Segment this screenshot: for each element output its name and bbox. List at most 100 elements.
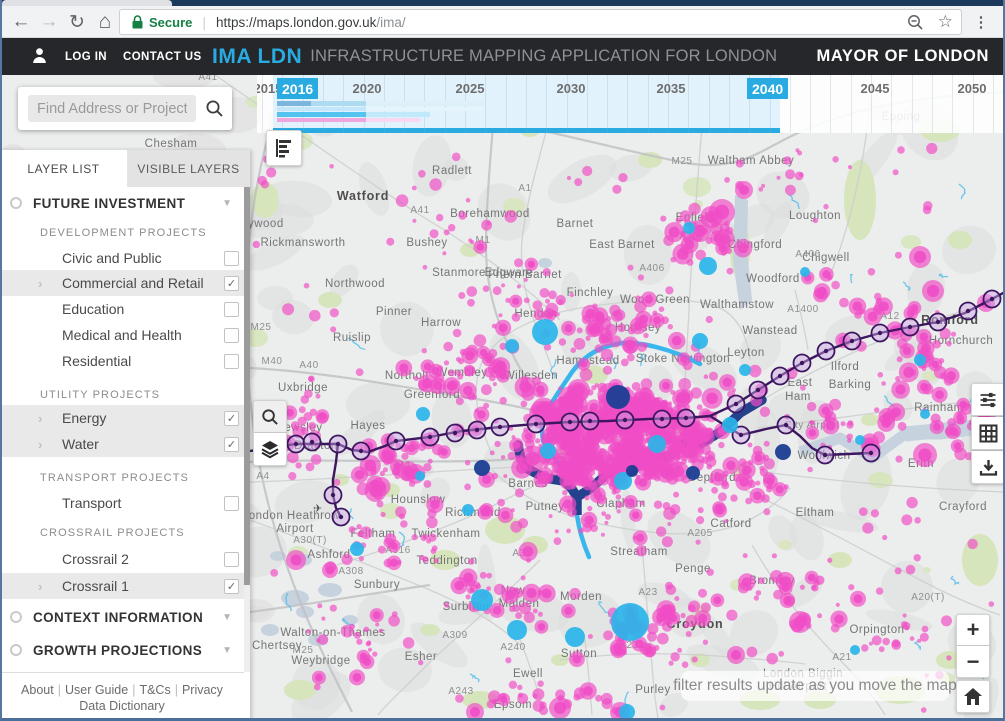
window-titlebar: [0, 0, 1005, 6]
radio-icon[interactable]: [10, 197, 22, 209]
browser-tab[interactable]: [2, 0, 172, 6]
sliders-icon: [980, 392, 996, 407]
svg-text:A12: A12: [880, 311, 899, 322]
svg-text:Finchley: Finchley: [567, 287, 614, 299]
contact-us-link[interactable]: CONTACT US: [123, 50, 202, 63]
layer-checkbox[interactable]: [224, 495, 239, 511]
svg-text:East Barnet: East Barnet: [589, 239, 655, 251]
layer-item-transport[interactable]: Transport: [0, 490, 244, 516]
timeline[interactable]: 2015 2020 2025 2030 2035 2045 2050 2016 2040: [257, 75, 1005, 133]
chevron-right-icon: ›: [38, 578, 43, 594]
footer-link[interactable]: About: [21, 683, 54, 697]
search-input[interactable]: [28, 95, 196, 122]
download-icon: [979, 459, 997, 476]
layer-checkbox[interactable]: [224, 301, 239, 317]
timeline-slider-handle[interactable]: 2040: [747, 78, 789, 99]
user-icon[interactable]: [32, 47, 47, 64]
browser-menu-icon[interactable]: ⋮: [973, 14, 989, 31]
layer-item-education[interactable]: Education: [0, 296, 244, 322]
login-link[interactable]: LOG IN: [65, 50, 108, 63]
svg-text:A240: A240: [500, 642, 525, 653]
svg-text:A243: A243: [448, 686, 473, 697]
svg-text:Chesham: Chesham: [145, 138, 198, 150]
radio-icon[interactable]: [10, 611, 22, 623]
radio-icon[interactable]: [10, 644, 22, 656]
footer-link[interactable]: Privacy: [181, 683, 223, 697]
layer-item-residential[interactable]: Residential: [0, 348, 244, 374]
layer-item-medical-and-health[interactable]: Medical and Health: [0, 322, 244, 348]
layer-item-civic-and-public[interactable]: Civic and Public: [0, 245, 244, 271]
svg-text:East: East: [787, 377, 812, 389]
layer-checkbox[interactable]: ✓: [224, 436, 239, 452]
browser-toolbar: ← → ↻ ⌂ Secure | https://maps.london.gov…: [0, 6, 1005, 38]
refresh-icon[interactable]: ↻: [69, 11, 85, 33]
svg-text:Wanstead: Wanstead: [742, 325, 797, 337]
svg-text:M40: M40: [262, 356, 283, 367]
timeline-slider-handle[interactable]: 2016: [277, 78, 319, 99]
svg-text:Uxbridge: Uxbridge: [278, 382, 328, 394]
layer-checkbox[interactable]: [224, 353, 239, 369]
footer-link[interactable]: Data Dictionary: [79, 699, 165, 713]
forward-icon[interactable]: →: [39, 11, 59, 32]
layer-group-future-investment[interactable]: FUTURE INVESTMENT ▼: [0, 190, 244, 216]
layer-checkbox[interactable]: [224, 250, 239, 266]
tab-layer-list[interactable]: LAYER LIST: [0, 150, 127, 187]
layer-item-energy[interactable]: › Energy ✓: [0, 405, 244, 431]
layer-item-water[interactable]: › Water ✓: [0, 431, 244, 457]
map-search-icon: [262, 408, 278, 425]
layer-checkbox[interactable]: [224, 327, 239, 343]
footer-link[interactable]: User Guide: [64, 683, 129, 697]
sidebar-footer: About | User Guide | T&Cs | Privacy Data Dicti…: [0, 672, 244, 721]
layer-checkbox[interactable]: ✓: [224, 410, 239, 426]
tab-visible-layers[interactable]: VISIBLE LAYERS: [127, 150, 250, 187]
download-button[interactable]: [971, 451, 1005, 484]
sidebar-scrollbar[interactable]: [244, 187, 250, 672]
back-icon[interactable]: ←: [11, 11, 31, 32]
svg-text:Stanmore: Stanmore: [432, 267, 486, 279]
layer-group-context-information[interactable]: CONTEXT INFORMATION ▼: [0, 604, 244, 630]
layer-item-crossrail-2[interactable]: Crossrail 2: [0, 546, 244, 572]
svg-text:Teddington: Teddington: [416, 555, 477, 567]
layer-checkbox[interactable]: [224, 551, 239, 567]
layer-group-growth-projections[interactable]: GROWTH PROJECTIONS ▼: [0, 637, 244, 663]
svg-text:Pinner: Pinner: [376, 306, 412, 318]
svg-text:Sunbury: Sunbury: [354, 579, 400, 591]
table-icon: [979, 424, 997, 442]
chevron-down-icon[interactable]: ▼: [222, 611, 232, 623]
zoom-out-button[interactable]: −: [956, 646, 990, 678]
layer-item-commercial-and-retail[interactable]: › Commercial and Retail ✓: [0, 270, 244, 296]
url-separator: |: [202, 14, 207, 30]
address-bar[interactable]: Secure | https://maps.london.gov.uk/ima/…: [119, 9, 962, 35]
zoom-out-page-icon[interactable]: [907, 14, 924, 31]
svg-text:✈: ✈: [313, 503, 322, 515]
app-title-short: IMA LDN: [212, 44, 303, 68]
svg-text:Morden: Morden: [560, 591, 602, 603]
timeline-year: 2025: [455, 81, 485, 96]
legend-button[interactable]: [266, 130, 302, 166]
svg-text:Harrow: Harrow: [421, 317, 461, 329]
map-search-button[interactable]: [253, 400, 287, 433]
chevron-down-icon[interactable]: ▼: [222, 644, 232, 656]
chevron-down-icon[interactable]: ▼: [222, 197, 232, 209]
search-icon[interactable]: [205, 99, 224, 118]
layer-checkbox[interactable]: ✓: [224, 275, 239, 291]
layer-item-crossrail-1[interactable]: › Crossrail 1 ✓: [0, 573, 244, 599]
layer-checkbox[interactable]: ✓: [224, 578, 239, 594]
footer-link[interactable]: T&Cs: [139, 683, 171, 697]
map-layers-button[interactable]: [253, 433, 287, 466]
svg-text:A205: A205: [687, 528, 712, 539]
secure-label: Secure: [149, 14, 193, 30]
layer-section-header: DEVELOPMENT PROJECTS: [40, 227, 207, 239]
bookmark-star-icon[interactable]: ☆: [937, 12, 953, 31]
layer-section-header: UTILITY PROJECTS: [40, 389, 161, 401]
data-table-button[interactable]: [971, 417, 1005, 450]
zoom-in-button[interactable]: +: [956, 614, 990, 646]
map-home-button[interactable]: [956, 680, 990, 713]
svg-text:M25: M25: [293, 645, 314, 656]
scrollbar-thumb[interactable]: [244, 187, 250, 585]
home-icon[interactable]: ⌂: [98, 10, 112, 33]
filter-sliders-button[interactable]: [971, 383, 1005, 416]
svg-text:A40: A40: [299, 360, 318, 371]
svg-text:A406: A406: [639, 263, 664, 274]
svg-text:Leyton: Leyton: [727, 347, 765, 359]
